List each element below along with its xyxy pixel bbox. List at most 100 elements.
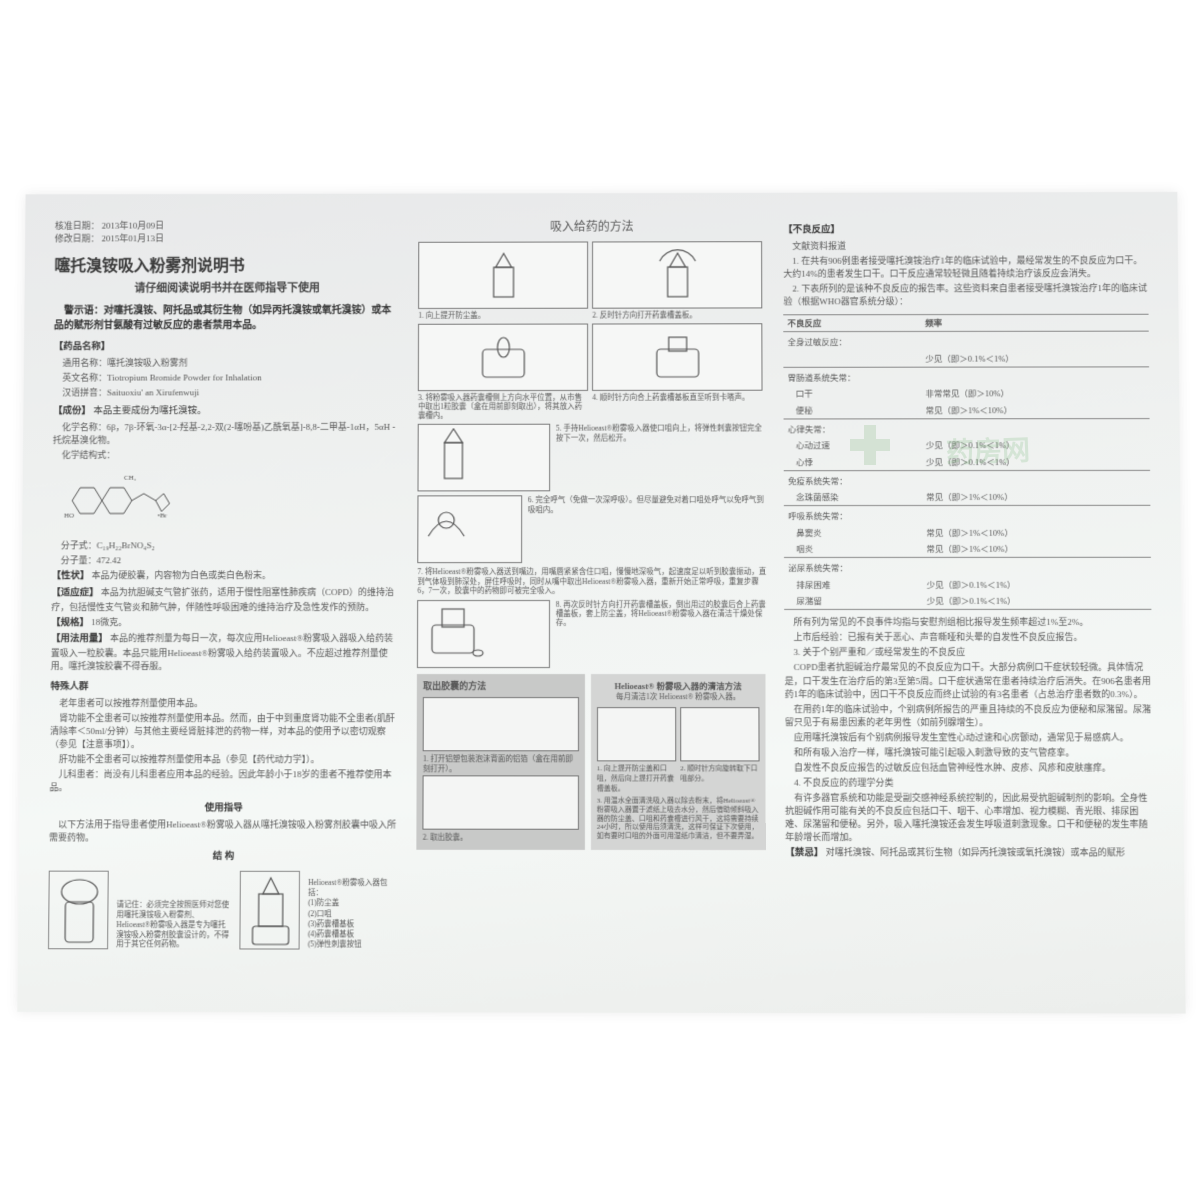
adverse-p12: 有许多器官系统和功能是受副交感神经系统控制的，因此易受抗胆碱制剂的影响。全身性抗… [785,791,1154,844]
adverse-p9: 和所有吸入治疗一样，噻托溴铵可能引起吸入刺激导致的支气管痉挛。 [785,746,1153,759]
step-2: 2. 反时针方向打开药囊槽盖板。 [592,242,762,320]
extract-fig-2 [423,776,579,830]
step-3: 3. 将粉雾吸入器药囊槽侧上方向水平位置，从市售中取出1粒胶囊（盒在用前即刻取出… [418,324,588,420]
device-note: 请记住：必须完全按照医师对您使用噻托溴铵吸入粉雾剂、Helioeast®粉雾吸入… [116,900,232,949]
step-2-figure [592,242,762,310]
adv-cell: 便秘 [784,402,922,419]
guide-text: 以下方法用于指导患者使用Helioeast®粉雾吸入器从噻托溴铵吸入粉雾剂胶囊中… [49,819,399,845]
adv-cell: 少见（即＞0.1%＜1%） [923,576,1152,592]
chem-name: 化学名称：6β，7β-环氧-3α-[2-羟基-2,2-双(2-噻吩基)乙酰氧基]… [53,421,400,447]
step-3-figure [418,324,588,392]
adv-cell: 少见（即＞0.1%＜1%） [922,437,1150,453]
adv-group: 心律失常： [784,418,1150,437]
special-p1: 老年患者可以按推荐剂量使用本品。 [50,697,399,710]
chem-structure-figure: CH₃ HO •Br [62,466,172,536]
lower-boxes: 取出胶囊的方法 1. 打开铝塑包装泡沫背面的铝箔（盒在用前即刻打开）。 2. 取… [416,668,767,851]
guide-title: 使用指导 [49,803,398,817]
step-8: 8. 再次反时针方向打开药囊槽盖板，倒出用过的胶囊后合上药囊槽盖板，套上防尘盖，… [417,599,766,667]
adv-cell: 口干 [784,386,922,402]
adverse-lit: 文献资料报道 [783,239,1148,253]
step-8-figure [417,600,550,668]
clean-box: Helioeast® 粉雾吸入器的清洁方法 每月清洁1次 Helioeast® … [591,674,766,851]
section-contra: 【禁忌】 对噻托溴铵、阿托品或其衍生物（如异丙托溴铵或氧托溴铵）或本品的赋形 [785,846,1154,861]
step-5: 5. 手持Helioeast®粉雾吸入器使口咀向上，将弹性刺囊按钮完全按下一次，… [418,424,766,492]
approve-label: 核准日期： [55,221,100,231]
step-grid: 1. 向上提开防尘盖。 2. 反时针方向打开药囊槽盖板。 3. 将粉雾吸入器药囊… [418,242,766,421]
adverse-table: 不良反应 频率 全身过敏反应：少见（即＞0.1%＜1%）胃肠道系统失常：口干非常… [783,314,1151,611]
adverse-p4: 上市后经验：已报有关于恶心、声音嘶哑和头晕的自发性不良反应报告。 [784,631,1151,644]
formula: 分子式：C₁₉H₂₂BrNO₄S₂ [52,539,400,552]
method-title: 吸入给药的方法 [418,218,765,236]
svg-text:•Br: •Br [157,511,167,519]
adverse-p5: 3. 关于个别严重和／或经常发生的不良反应 [785,646,1152,659]
special-p2: 肾功能不全患者可以按推荐剂量使用本品。然而，由于中到重度肾功能不全患者(肌酐清除… [50,712,399,751]
device-figure-2 [240,871,301,950]
column-left: 核准日期： 2013年10月09日 修改日期： 2015年01月13日 噻托溴铵… [48,219,401,982]
generic-name: 通用名称：噻托溴铵吸入粉雾剂 [54,356,401,369]
adverse-p6: COPD患者抗胆碱治疗最常见的不良反应为口干。大部分病例口干症状较轻微。具体情况… [785,661,1153,700]
adv-cell: 排尿困难 [784,577,922,593]
revise-date: 2015年01月13日 [102,233,164,243]
device-parts: Helioeast®粉雾吸入器包括： (1)防尘盖 (2)口咀 (3)药囊槽基板… [308,878,399,950]
special-p3: 肝功能不全患者可以按推荐剂量使用本品（参见【药代动力学】）。 [50,753,399,766]
column-middle: 吸入给药的方法 1. 向上提开防尘盖。 2. 反时针方向打开药囊槽盖板。 3. … [416,218,767,982]
adv-cell: 咽炎 [784,541,922,558]
approval-dates: 核准日期： 2013年10月09日 修改日期： 2015年01月13日 [55,219,401,245]
weight: 分子量：472.42 [52,554,400,567]
step-4: 4. 顺时针方向合上药囊槽基板直至听到卡嗒声。 [592,324,763,420]
adverse-p11: 4. 不良反应的药理学分类 [785,776,1153,789]
adv-th-freq: 频率 [921,314,1149,332]
adv-group: 泌尿系统失常： [784,558,1151,577]
adv-cell [784,350,922,367]
extract-title: 取出胶囊的方法 [423,680,579,693]
step-1: 1. 向上提开防尘盖。 [418,242,588,320]
adv-group: 免疫系统失常： [784,470,1150,489]
extract-fig-1 [423,697,579,751]
column-right: 【不良反应】 文献资料报道 1. 在共有906例患者接受噻托溴铵治疗1年的临床试… [783,218,1155,983]
adv-cell: 少见（即＞0.1%＜1%） [921,350,1149,367]
clean-title: Helioeast® 粉雾吸入器的清洁方法 [597,680,760,692]
adv-group: 呼吸系统失常： [784,506,1150,525]
adv-cell: 心悸 [784,454,922,471]
clean-fig-1 [597,707,677,761]
clean-fig-2 [680,707,760,761]
document-sheet: 核准日期： 2013年10月09日 修改日期： 2015年01月13日 噻托溴铵… [17,192,1185,1014]
step-1-figure [418,242,588,309]
adverse-p2: 2. 下表所列的是该种不良反应的报告率。这些资料来自患者接受噻托溴铵治疗1年的临… [783,282,1148,308]
special-title: 特殊人群 [50,681,399,695]
adv-cell: 非常常见（即＞10%） [922,386,1150,402]
adv-cell: 常见（即＞1%＜10%） [922,541,1151,558]
section-drugname: 【药品名称】 [54,341,401,355]
adverse-p7: 在用药1年的临床试验中，个别病例所报告的严重且持续的不良反应为便秘和尿潴留。尿潴… [785,703,1153,729]
section-dosage: 【用法用量】 本品的推荐剂量为每日一次，每次应用Helioeast®粉雾吸入器吸… [51,633,400,674]
adverse-p1: 1. 在共有906例患者接受噻托溴铵治疗1年的临床试验中，最经常发生的不良反应为… [783,254,1148,280]
step-6: 6. 完全呼气（免做一次深呼吸）。但尽量避免对着口咀处呼气以免呼气到吸咀内。 [417,496,766,564]
adv-cell: 念珠菌感染 [784,489,922,506]
svg-text:HO: HO [64,512,74,520]
revise-label: 修改日期： [55,234,100,244]
special-p4: 儿科患者：尚没有儿科患者应用本品的经验。因此年龄小于18岁的患者不推荐使用本品。 [49,768,398,794]
section-spec: 【规格】 18微克。 [51,616,399,631]
step-6-figure [417,496,522,564]
step-5-figure [418,424,550,492]
document-subtitle: 请仔细阅读说明书并在医师指导下使用 [54,282,400,298]
adv-cell: 常见（即＞1%＜10%） [922,489,1150,506]
adv-group: 全身过敏反应： [784,331,1149,350]
adverse-p3: 所有列为常见的不良事件均指与安慰剂组相比报导发生频率超过1%至2%。 [784,616,1151,629]
adv-cell: 心动过速 [784,437,922,453]
step-4-figure [592,324,763,392]
adv-cell: 常见（即＞1%＜10%） [922,525,1150,541]
adv-cell: 少见（即＞0.1%＜1%） [922,453,1150,470]
svg-text:CH₃: CH₃ [124,474,137,482]
clean-row [597,707,760,761]
adv-group: 胃肠道系统失常： [784,367,1150,386]
document-title: 噻托溴铵吸入粉雾剂说明书 [54,255,400,278]
adverse-p8: 应用噻托溴铵后有个别病例报导发生室性心动过速和心房颤动，通常见于易感病人。 [785,731,1153,744]
section-adverse: 【不良反应】 [783,224,1148,238]
device-structure-row: 请记住：必须完全按照医师对您使用噻托溴铵吸入粉雾剂、Helioeast®粉雾吸入… [48,871,398,950]
adv-cell: 尿潴留 [784,593,922,610]
adverse-p10: 自发性不良反应报告的过敏反应包括血管神经性水肿、皮疹、风疹和皮肤瘙痒。 [785,761,1153,774]
page-wrap: 核准日期： 2013年10月09日 修改日期： 2015年01月13日 噻托溴铵… [0,0,1200,1200]
adv-cell: 鼻窦炎 [784,525,922,541]
pinyin-name: 汉语拼音：Saituoxiu' an Xirufenwuji [53,386,400,399]
